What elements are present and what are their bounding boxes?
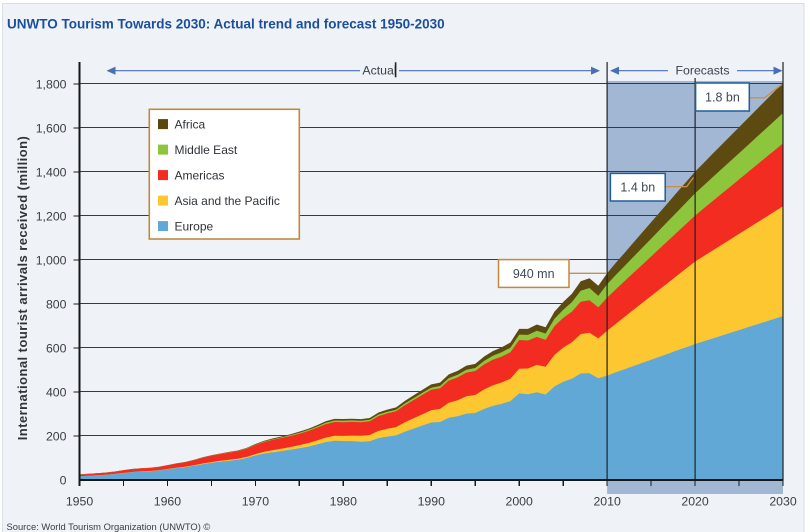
svg-text:1,200: 1,200 [36, 210, 67, 224]
svg-text:1950: 1950 [66, 495, 94, 509]
svg-text:2030: 2030 [769, 495, 797, 509]
svg-text:UNWTO Tourism Towards 2030: Ac: UNWTO Tourism Towards 2030: Actual trend… [7, 17, 445, 32]
svg-text:800: 800 [46, 298, 67, 312]
svg-text:200: 200 [46, 430, 67, 444]
svg-text:400: 400 [46, 386, 67, 400]
svg-text:1,000: 1,000 [36, 254, 67, 268]
svg-text:0: 0 [60, 474, 67, 488]
svg-text:Asia and the Pacific: Asia and the Pacific [175, 194, 280, 208]
svg-text:1,600: 1,600 [36, 122, 67, 136]
svg-text:2010: 2010 [593, 495, 621, 509]
svg-text:940 mn: 940 mn [513, 267, 555, 281]
svg-text:Europe: Europe [175, 219, 214, 233]
svg-text:Source: World Tourism Organiza: Source: World Tourism Organization (UNWT… [7, 521, 211, 532]
svg-text:1970: 1970 [242, 495, 270, 509]
svg-text:International tourist arrivals: International tourist arrivals received … [15, 136, 30, 441]
svg-text:2000: 2000 [506, 495, 534, 509]
svg-text:1.4 bn: 1.4 bn [620, 181, 655, 195]
svg-text:1980: 1980 [330, 495, 358, 509]
svg-text:Africa: Africa [175, 117, 206, 131]
svg-text:1,800: 1,800 [36, 78, 67, 92]
svg-text:Americas: Americas [175, 168, 225, 182]
svg-text:1.8 bn: 1.8 bn [705, 90, 740, 104]
svg-text:Middle East: Middle East [175, 143, 238, 157]
svg-text:2020: 2020 [681, 495, 709, 509]
svg-text:1990: 1990 [418, 495, 446, 509]
svg-text:600: 600 [46, 342, 67, 356]
svg-text:1960: 1960 [154, 495, 182, 509]
svg-text:Forecasts: Forecasts [676, 63, 730, 77]
svg-text:Actual: Actual [362, 63, 396, 77]
svg-text:1,400: 1,400 [36, 166, 67, 180]
